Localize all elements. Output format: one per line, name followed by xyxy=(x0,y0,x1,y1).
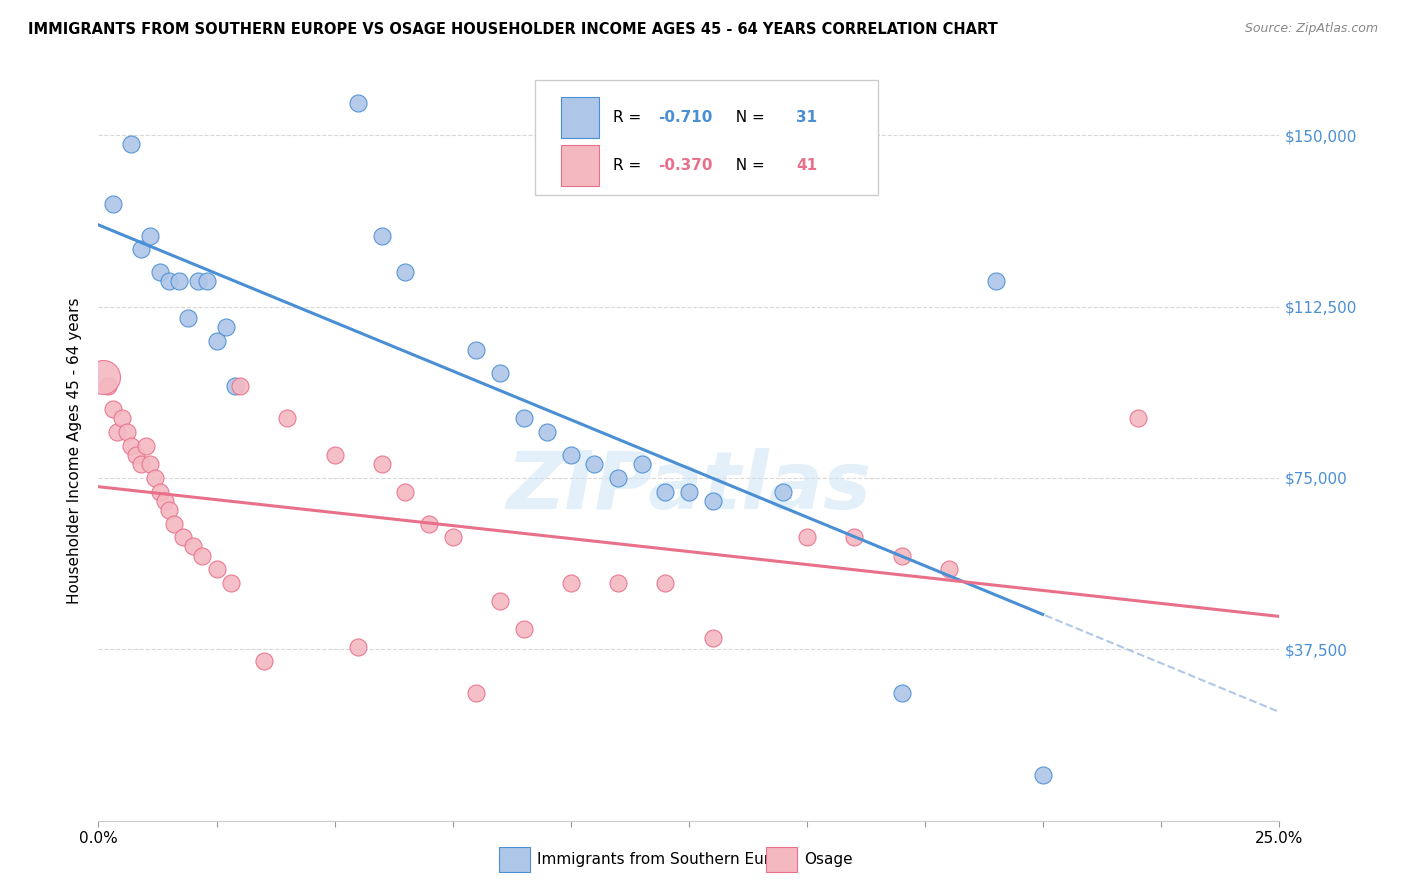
Text: R =: R = xyxy=(613,111,647,125)
Text: Osage: Osage xyxy=(804,853,853,867)
Point xyxy=(105,425,128,440)
FancyBboxPatch shape xyxy=(561,145,599,186)
Point xyxy=(195,274,218,288)
Point xyxy=(678,484,700,499)
Point xyxy=(418,516,440,531)
Point xyxy=(143,471,166,485)
Point xyxy=(157,503,180,517)
Point xyxy=(583,457,606,471)
Point xyxy=(371,457,394,471)
Text: N =: N = xyxy=(725,158,769,173)
Point xyxy=(191,549,214,563)
Point xyxy=(772,484,794,499)
Point xyxy=(347,96,370,111)
Point xyxy=(163,516,186,531)
Point xyxy=(347,640,370,654)
FancyBboxPatch shape xyxy=(536,80,877,195)
Point xyxy=(153,493,176,508)
Text: Immigrants from Southern Europe: Immigrants from Southern Europe xyxy=(537,853,799,867)
Point xyxy=(121,439,143,453)
Point xyxy=(844,530,866,544)
Point xyxy=(276,411,298,425)
Point xyxy=(512,411,534,425)
Point xyxy=(253,654,276,668)
Point xyxy=(938,562,960,576)
Text: -0.710: -0.710 xyxy=(658,111,713,125)
Point xyxy=(536,425,558,440)
Point xyxy=(129,243,152,257)
Point xyxy=(489,366,512,380)
Point xyxy=(630,457,652,471)
Point xyxy=(91,370,114,384)
Point xyxy=(149,484,172,499)
Point xyxy=(139,457,162,471)
Point xyxy=(702,631,724,645)
Point xyxy=(101,196,124,211)
Point xyxy=(97,379,120,393)
Text: 31: 31 xyxy=(796,111,817,125)
Point xyxy=(229,379,252,393)
Point xyxy=(224,379,246,393)
Y-axis label: Householder Income Ages 45 - 64 years: Householder Income Ages 45 - 64 years xyxy=(67,297,83,604)
Point xyxy=(607,471,630,485)
FancyBboxPatch shape xyxy=(561,97,599,138)
Point xyxy=(172,530,194,544)
Text: -0.370: -0.370 xyxy=(658,158,713,173)
Point xyxy=(890,686,912,700)
Point xyxy=(167,274,190,288)
Point xyxy=(702,493,724,508)
Point xyxy=(323,448,346,462)
Point xyxy=(560,576,582,591)
Point xyxy=(465,343,488,357)
Point xyxy=(205,334,228,348)
Point xyxy=(1032,768,1054,782)
Text: Source: ZipAtlas.com: Source: ZipAtlas.com xyxy=(1244,22,1378,36)
Point xyxy=(394,265,416,279)
Point xyxy=(149,265,172,279)
Point xyxy=(489,594,512,608)
Point xyxy=(654,576,676,591)
Text: N =: N = xyxy=(725,111,769,125)
Point xyxy=(512,622,534,636)
Point xyxy=(984,274,1007,288)
Point xyxy=(441,530,464,544)
Point xyxy=(560,448,582,462)
Point xyxy=(115,425,138,440)
Point xyxy=(157,274,180,288)
Point xyxy=(135,439,157,453)
Point xyxy=(139,228,162,243)
Point xyxy=(465,686,488,700)
Text: ZIPatlas: ZIPatlas xyxy=(506,449,872,526)
Point xyxy=(215,320,238,334)
Point xyxy=(129,457,152,471)
Point xyxy=(205,562,228,576)
Point xyxy=(394,484,416,499)
Point xyxy=(890,549,912,563)
Point xyxy=(121,137,143,152)
Point xyxy=(181,540,204,554)
Text: 41: 41 xyxy=(796,158,817,173)
Text: IMMIGRANTS FROM SOUTHERN EUROPE VS OSAGE HOUSEHOLDER INCOME AGES 45 - 64 YEARS C: IMMIGRANTS FROM SOUTHERN EUROPE VS OSAGE… xyxy=(28,22,998,37)
Point xyxy=(219,576,242,591)
Point xyxy=(796,530,818,544)
Point xyxy=(177,310,200,325)
Text: R =: R = xyxy=(613,158,647,173)
Point xyxy=(111,411,134,425)
Point xyxy=(654,484,676,499)
Point xyxy=(187,274,209,288)
Point xyxy=(125,448,148,462)
Point xyxy=(101,402,124,417)
Point xyxy=(607,576,630,591)
Point xyxy=(1126,411,1149,425)
Point xyxy=(371,228,394,243)
